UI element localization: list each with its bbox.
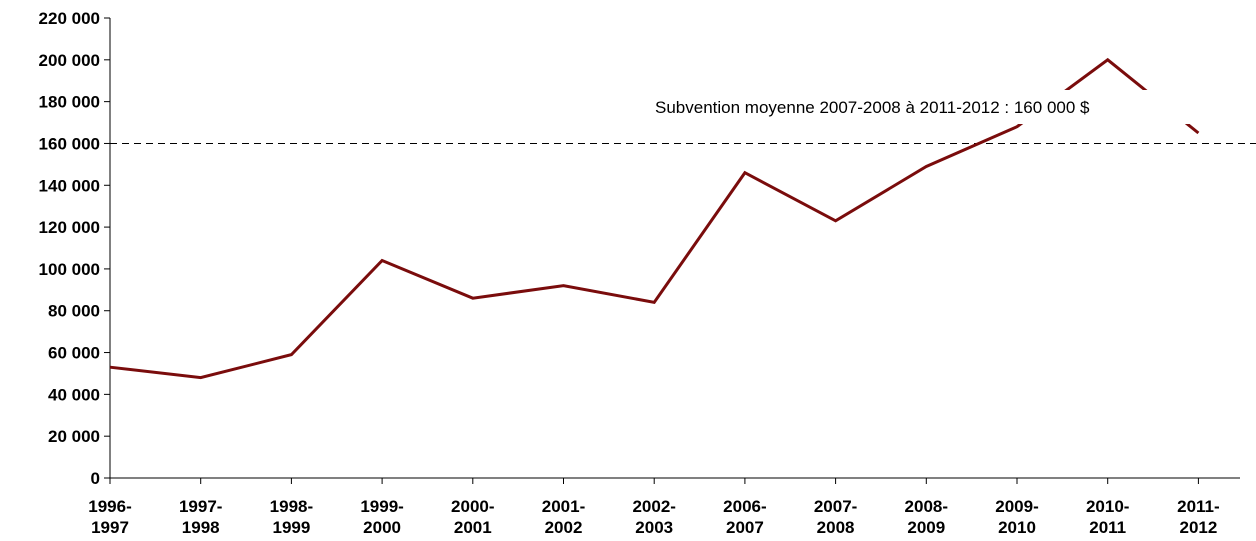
reference-line-label: Subvention moyenne 2007-2008 à 2011-2012… <box>655 98 1090 117</box>
y-tick-label: 220 000 <box>39 9 100 28</box>
x-tick-label: 2008-2009 <box>905 497 948 537</box>
x-axis: 1996-1997 1997-1998 1998-1999 1999-2000 2000… <box>88 477 1240 537</box>
y-tick-label: 200 000 <box>39 51 100 70</box>
y-tick-label: 140 000 <box>39 176 100 195</box>
x-tick-label: 1997-1998 <box>179 497 222 537</box>
y-axis: 0 20 000 40 000 60 000 80 000 100 000 120 000 1… <box>39 9 111 488</box>
y-tick-label: 100 000 <box>39 260 100 279</box>
x-tick-label: 2002-2003 <box>632 497 675 537</box>
x-tick-label: 2006-2007 <box>723 497 766 537</box>
x-tick-label: 1998-1999 <box>270 497 313 537</box>
y-tick-label: 40 000 <box>48 385 100 404</box>
y-tick-label: 0 <box>91 469 100 488</box>
y-tick-label: 20 000 <box>48 427 100 446</box>
x-tick-label: 1999-2000 <box>360 497 403 537</box>
x-tick-label: 2001-2002 <box>542 497 585 537</box>
y-tick-label: 120 000 <box>39 218 100 237</box>
annotation-group: Subvention moyenne 2007-2008 à 2011-2012… <box>650 90 1244 124</box>
annotation-background <box>650 90 1244 124</box>
x-tick-label: 2007-2008 <box>814 497 857 537</box>
x-tick-label: 1996-1997 <box>88 497 131 537</box>
x-tick-label: 2009-2010 <box>995 497 1038 537</box>
series-group <box>109 57 1200 380</box>
y-tick-label: 160 000 <box>39 134 100 153</box>
y-tick-label: 60 000 <box>48 344 100 363</box>
y-tick-label: 80 000 <box>48 302 100 321</box>
x-tick-label: 2010-2011 <box>1086 497 1129 537</box>
x-tick-label: 2000-2001 <box>451 497 494 537</box>
y-tick-label: 180 000 <box>39 93 100 112</box>
x-tick-label: 2011-2012 <box>1177 497 1220 537</box>
series-line <box>109 57 1200 380</box>
